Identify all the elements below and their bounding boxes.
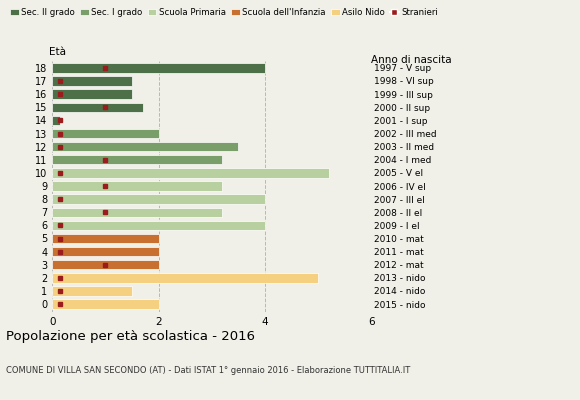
Bar <box>52 63 265 73</box>
Bar <box>52 247 158 256</box>
Text: Età: Età <box>49 48 66 58</box>
Bar <box>52 299 158 309</box>
Text: COMUNE DI VILLA SAN SECONDO (AT) - Dati ISTAT 1° gennaio 2016 - Elaborazione TUT: COMUNE DI VILLA SAN SECONDO (AT) - Dati … <box>6 366 410 375</box>
Bar <box>52 286 132 296</box>
Text: Popolazione per età scolastica - 2016: Popolazione per età scolastica - 2016 <box>6 330 255 343</box>
Bar <box>52 76 132 86</box>
Bar <box>52 194 265 204</box>
Legend: Sec. II grado, Sec. I grado, Scuola Primaria, Scuola dell'Infanzia, Asilo Nido, : Sec. II grado, Sec. I grado, Scuola Prim… <box>10 8 438 17</box>
Bar <box>52 168 329 178</box>
Bar <box>52 129 158 138</box>
Bar <box>52 116 60 125</box>
Bar <box>52 208 222 217</box>
Bar <box>52 234 158 243</box>
Bar <box>52 155 222 164</box>
Bar <box>52 221 265 230</box>
Bar <box>52 181 222 191</box>
Y-axis label: Anno di nascita: Anno di nascita <box>371 55 452 65</box>
Bar <box>52 102 143 112</box>
Bar <box>52 260 158 270</box>
Bar <box>52 142 238 151</box>
Bar <box>52 273 318 282</box>
Bar <box>52 90 132 99</box>
